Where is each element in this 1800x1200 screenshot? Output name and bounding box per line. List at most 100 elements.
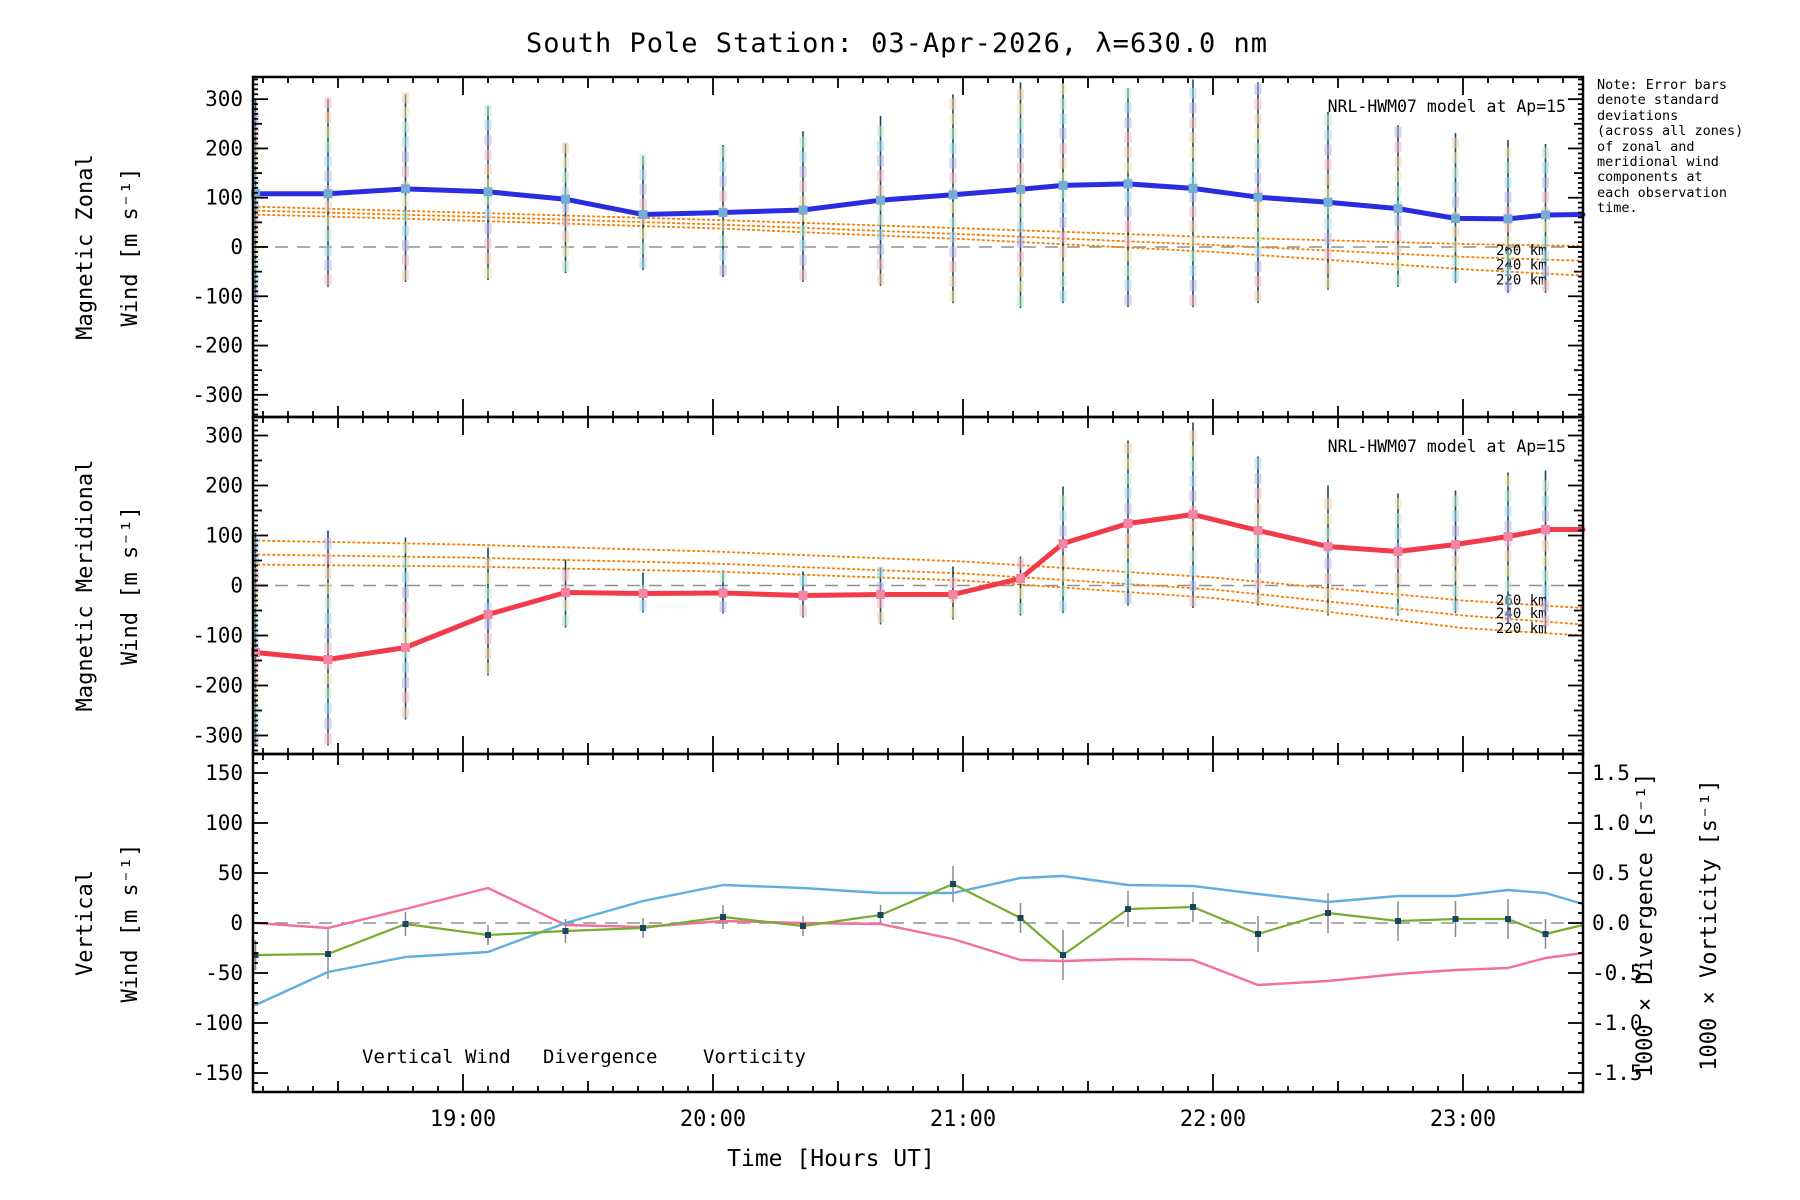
zone-measurement-dot [1394,259,1402,271]
zone-measurement-dot [799,195,807,207]
zone-measurement-dot [949,113,957,125]
magnetic-zonal-wind-marker [1058,180,1068,190]
zone-measurement-dot [402,210,409,222]
zone-measurement-dot [324,200,332,212]
zone-measurement-dot [1254,246,1262,258]
zone-measurement-dot [324,538,332,549]
magnetic-meridional-wind-marker [1016,574,1025,583]
zone-measurement-dot [719,190,727,202]
zone-measurement-dot [1452,226,1459,238]
zone-measurement-dot [324,673,332,684]
zone-measurement-dot [877,170,884,182]
zone-measurement-dot [877,214,884,226]
zone-measurement-dot [484,573,492,584]
magnetic-meridional-wind-marker [1188,510,1198,519]
zone-measurement-dot [1124,87,1132,99]
zone-measurement-dot [1124,235,1132,247]
zone-measurement-dot [1394,603,1402,614]
note-line: Note: Error bars [1597,77,1728,93]
right-y-tick-label: 1.5 [1592,761,1630,785]
zone-measurement-dot [1394,528,1402,539]
zone-measurement-dot [1189,565,1197,577]
zone-measurement-dot [877,184,884,196]
zone-measurement-dot [1324,528,1332,539]
magnetic-zonal-wind-marker [251,189,260,199]
y-tick-label: 100 [205,186,243,210]
model-line-260km [252,539,1584,609]
zone-measurement-dot [799,575,807,586]
zone-measurement-dot [1254,275,1262,287]
zone-measurement-dot [1504,610,1512,622]
zone-measurement-dot [484,149,492,161]
vertical-wind-marker [1255,931,1261,937]
zone-measurement-dot [799,254,807,266]
divergence-curve [254,874,1585,1007]
zone-measurement-dot [1124,265,1132,277]
zone-measurement-dot [1324,573,1332,584]
zone-measurement-dot [1542,221,1549,233]
zone-measurement-dot [324,171,332,183]
zone-measurement-dot [719,249,727,261]
zone-measurement-dot [1189,279,1197,291]
zone-measurement-dot [1542,540,1549,552]
zone-measurement-dot [1059,83,1067,95]
zone-measurement-dot [402,587,409,598]
zone-measurement-dot [877,612,884,623]
vertical-wind-marker [1125,906,1131,912]
zone-measurement-dot [949,128,957,140]
zone-measurement-dot [1504,191,1512,203]
zone-measurement-dot [639,242,647,254]
zone-measurement-dot [1542,585,1549,597]
magnetic-zonal-wind-marker [561,194,570,204]
vertical-wind-marker [252,952,259,958]
vertical-wind-marker [640,925,646,931]
zone-measurement-dot [1504,236,1512,248]
zone-measurement-dot [1452,181,1459,193]
model-line-260km [252,205,1584,247]
zone-measurement-dot [324,111,332,123]
zone-measurement-dot [1017,162,1024,174]
magnetic-zonal-wind-marker [1503,214,1513,224]
zone-measurement-dot [949,275,957,287]
zone-measurement-dot [1254,458,1262,469]
zone-measurement-dot [1059,157,1067,169]
x-tick-label: 19:00 [430,1107,496,1132]
magnetic-meridional-wind-marker [1323,542,1333,551]
magnetic-meridional-wind-marker [718,588,728,598]
magnetic-meridional-wind-marker [876,590,885,599]
vertical-wind-marker [402,921,409,927]
zone-measurement-dot [949,607,957,618]
zone-measurement-dot [324,230,332,242]
zone-measurement-dot [1189,132,1197,144]
zone-measurement-dot [1124,102,1132,114]
model-altitude-label: 220 km [1496,273,1547,289]
zone-measurement-dot [1254,128,1262,140]
zone-measurement-dot [484,178,492,190]
zone-measurement-dot [799,166,807,178]
zone-measurement-dot [1189,235,1197,247]
zone-measurement-dot [484,648,492,659]
model-legend-label: NRL-HWM07 model at Ap=15 [1328,437,1566,456]
zone-measurement-dot [1324,188,1332,200]
zone-measurement-dot [484,238,492,250]
zone-measurement-dot [402,240,409,252]
note-line: components at [1597,169,1703,186]
zone-measurement-dot [1394,244,1402,256]
magnetic-zonal-wind-marker [638,209,648,219]
vertical-wind-marker [1542,931,1549,937]
zone-measurement-dot [324,688,332,699]
zone-measurement-dot [1504,176,1512,188]
zone-measurement-dot [639,198,647,210]
magnetic-zonal-wind-curve [253,181,1586,222]
zone-measurement-dot [562,142,569,154]
magnetic-zonal-wind-marker [483,187,493,197]
zone-measurement-dot [877,243,884,255]
vertical-wind-divergence-vorticity-axis-label-1: Vertical [73,870,98,976]
zone-measurement-dot [324,613,332,624]
zone-measurement-dot [1324,159,1332,171]
magnetic-zonal-wind-marker [1323,197,1333,207]
vertical-wind-marker [950,881,956,887]
zone-measurement-dot [1452,152,1459,164]
zone-measurement-dot [949,142,957,154]
